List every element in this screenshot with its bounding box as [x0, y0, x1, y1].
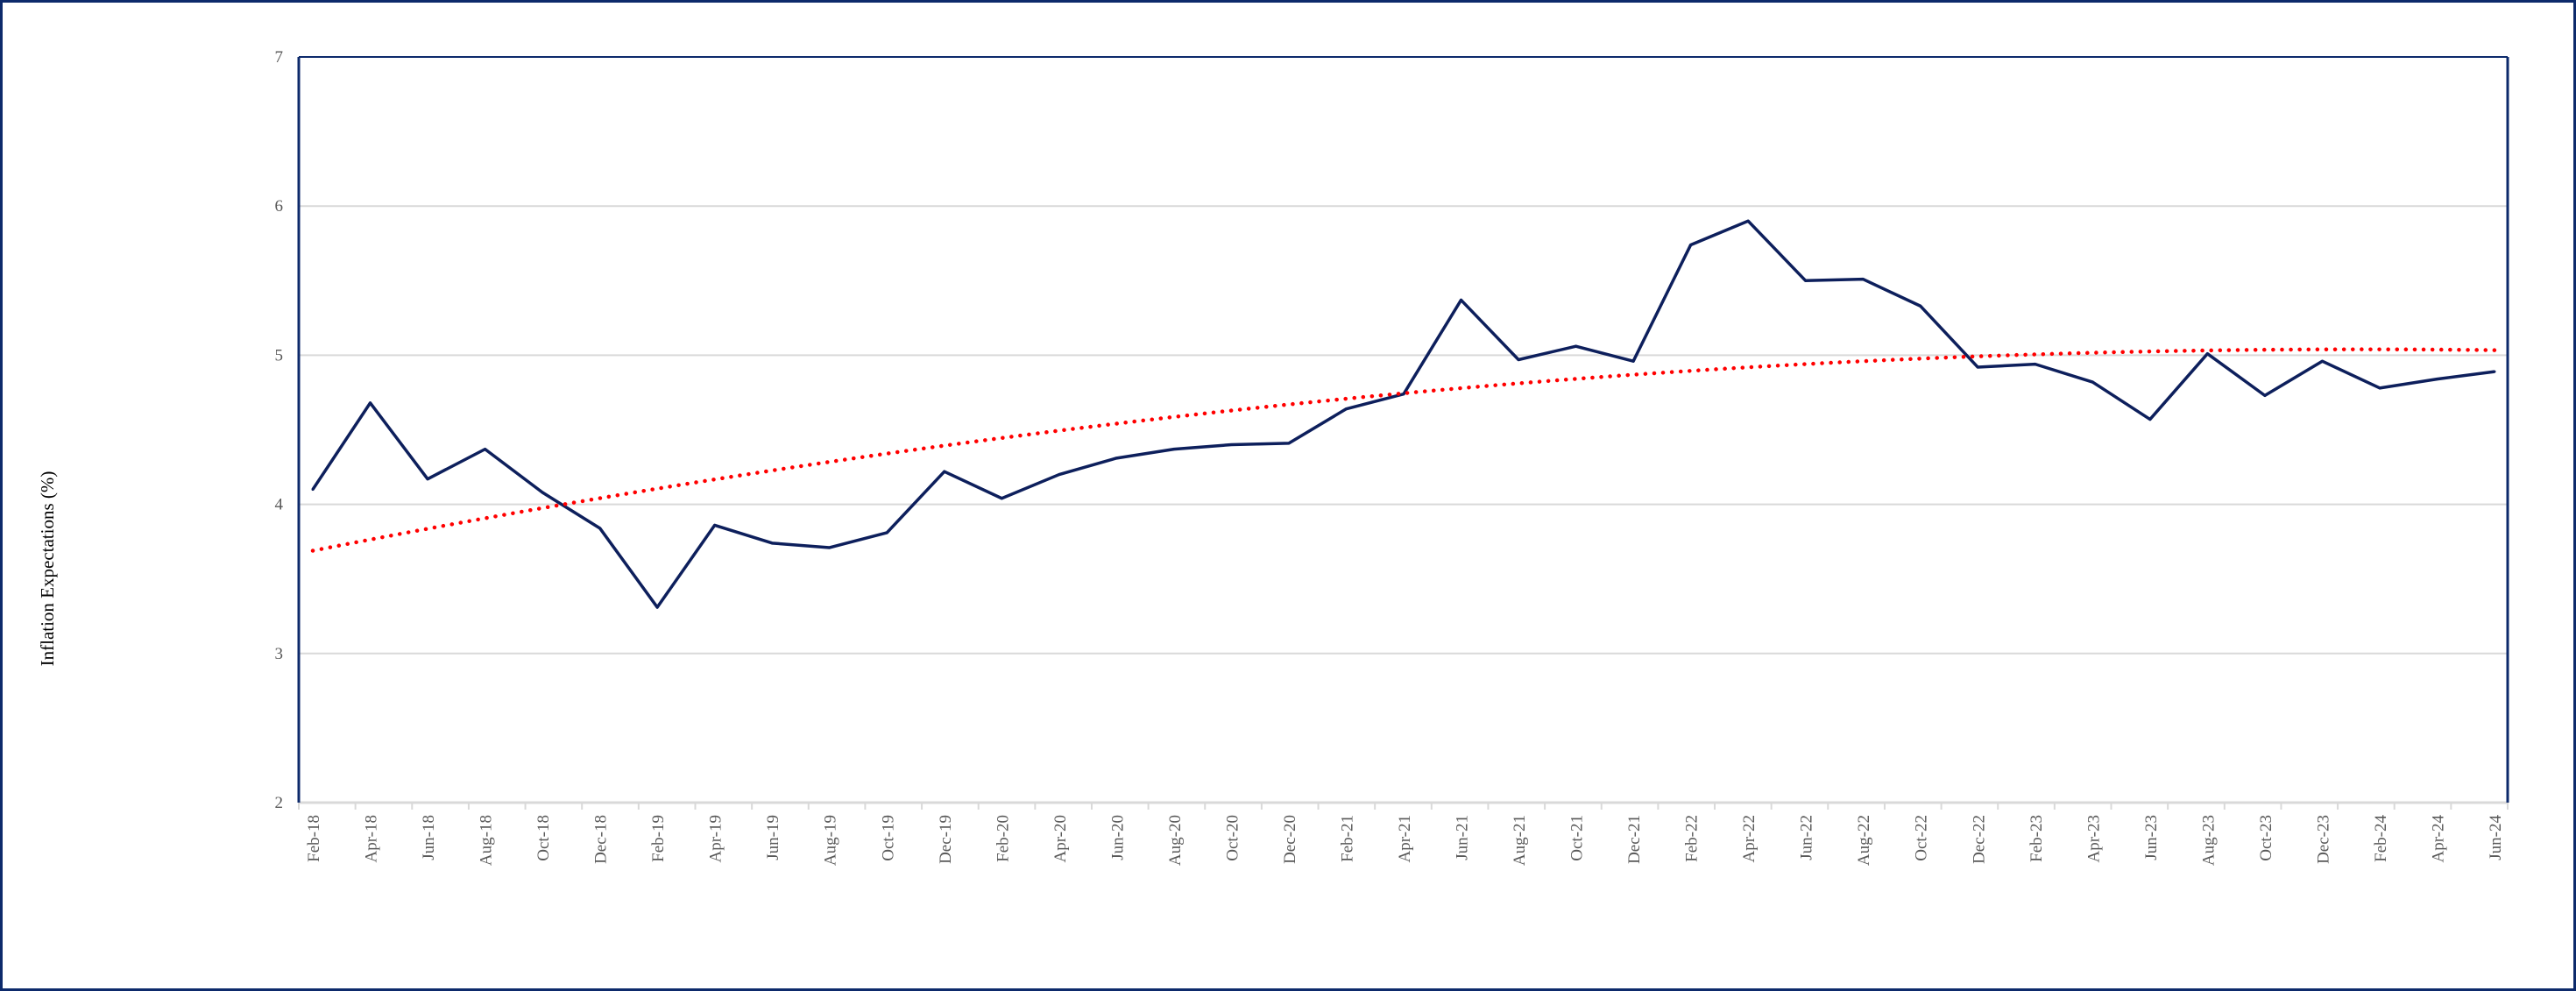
data-point: [1287, 442, 1291, 445]
data-point: [713, 523, 717, 527]
x-tick-label: Aug-19: [822, 815, 840, 866]
data-point: [1976, 365, 1979, 369]
data-point: [828, 546, 832, 549]
x-tick-label: Aug-21: [1511, 815, 1529, 866]
x-tick-label: Feb-18: [305, 815, 323, 862]
x-tick-label: Dec-20: [1281, 815, 1299, 864]
x-tick-label: Feb-21: [1338, 815, 1356, 862]
x-tick-label: Oct-19: [879, 815, 897, 861]
series-line: [311, 219, 2495, 609]
data-point: [2263, 393, 2267, 397]
y-tick-label: 6: [275, 197, 284, 216]
y-tick-label: 4: [275, 496, 284, 514]
data-point: [1460, 298, 1463, 301]
y-tick-label: 2: [275, 794, 284, 812]
data-point: [1115, 457, 1118, 460]
x-tick-label: Jun-23: [2142, 815, 2161, 860]
x-tick-label: Jun-24: [2487, 815, 2505, 860]
data-point: [1058, 473, 1061, 477]
x-tick-label: Jun-19: [764, 815, 782, 860]
x-tick-label: Aug-23: [2199, 815, 2218, 866]
x-tick-label: Feb-20: [994, 815, 1012, 862]
x-tick-label: Apr-20: [1051, 815, 1070, 863]
x-tick-label: Aug-20: [1166, 815, 1185, 866]
x-tick-label: Dec-18: [592, 815, 611, 864]
x-tick-label: Apr-23: [2084, 815, 2103, 863]
data-point: [2435, 378, 2438, 381]
trendline: [310, 347, 2497, 553]
data-point: [484, 448, 487, 451]
y-tick-label: 7: [275, 48, 284, 67]
x-tick-label: Jun-21: [1454, 815, 1472, 860]
data-point: [1000, 497, 1003, 500]
data-point: [1172, 448, 1176, 451]
x-tick-label: Jun-22: [1798, 815, 1816, 860]
data-point: [770, 542, 774, 545]
data-point: [2148, 418, 2152, 421]
x-tick-label: Feb-19: [649, 815, 668, 862]
x-tick-label: Jun-18: [420, 815, 438, 860]
data-point: [1804, 279, 1808, 282]
y-tick-label: 3: [275, 645, 284, 663]
data-point: [885, 531, 888, 534]
line-chart: Inflation Expectations (%) 2 3 4 5 6 7 Feb-18 A…: [37, 48, 2509, 866]
data-point: [1517, 358, 1520, 362]
x-tick-label: Apr-24: [2429, 815, 2447, 863]
data-point: [598, 527, 602, 530]
y-axis-label: Inflation Expectations (%): [37, 471, 58, 667]
data-point: [369, 401, 372, 405]
data-point: [426, 478, 429, 481]
x-tick-label: Apr-19: [707, 815, 725, 863]
x-tick-label: Aug-22: [1855, 815, 1873, 866]
y-tick-label: 5: [275, 346, 284, 365]
data-point: [1689, 243, 1693, 246]
data-point: [2091, 380, 2094, 384]
data-point: [1631, 359, 1635, 363]
x-tick-label: Feb-22: [1683, 815, 1702, 862]
data-point: [2378, 386, 2381, 390]
data-point: [311, 488, 315, 492]
x-tick-label: Feb-23: [2028, 815, 2046, 862]
x-tick-label: Oct-23: [2257, 815, 2275, 861]
data-point: [2320, 359, 2324, 363]
data-point: [2493, 370, 2496, 373]
data-point: [655, 605, 659, 609]
x-tick-label: Apr-21: [1396, 815, 1414, 863]
data-point: [541, 491, 544, 494]
x-tick-label: Oct-22: [1913, 815, 1931, 861]
x-tick-label: Apr-18: [363, 815, 381, 863]
x-tick-label: Feb-24: [2372, 815, 2390, 862]
x-tick-label: Oct-20: [1223, 815, 1242, 861]
data-point: [1746, 219, 1750, 223]
x-tick-label: Dec-22: [1970, 815, 1988, 864]
data-point: [1575, 344, 1578, 348]
data-point: [943, 470, 946, 473]
data-point: [2205, 352, 2209, 356]
x-tick-label: Apr-22: [1740, 815, 1759, 863]
x-tick-label: Dec-21: [1625, 815, 1644, 864]
x-tick-label: Aug-18: [478, 815, 496, 866]
data-point: [1402, 393, 1405, 396]
data-point: [1344, 407, 1348, 411]
data-point: [2034, 363, 2037, 366]
x-tick-label: Dec-19: [937, 815, 955, 864]
x-tick-label: Oct-21: [1568, 815, 1587, 861]
data-point: [1861, 278, 1865, 281]
x-tick-label: Oct-18: [534, 815, 553, 861]
x-tick-label: Jun-20: [1108, 815, 1127, 860]
x-tick-label: Dec-23: [2314, 815, 2332, 864]
data-point: [1919, 304, 1922, 308]
data-point: [1229, 443, 1233, 447]
